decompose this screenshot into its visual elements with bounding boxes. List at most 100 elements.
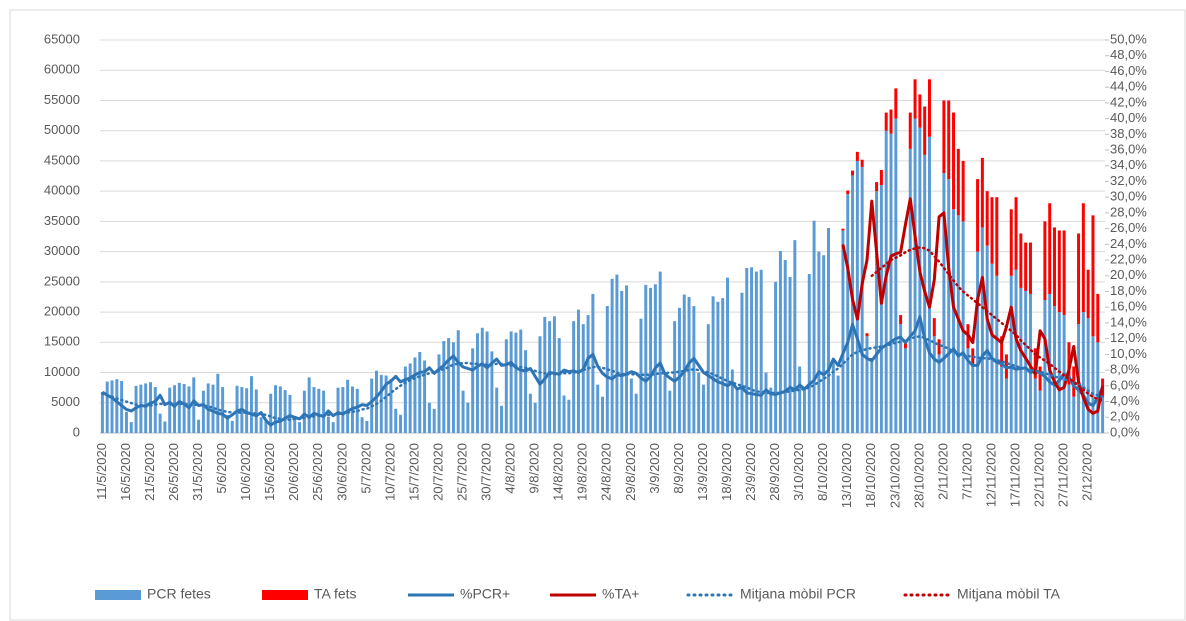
bar bbox=[884, 112, 888, 131]
bar bbox=[399, 414, 403, 433]
x-tick-label: 26/5/2020 bbox=[166, 443, 181, 501]
bar bbox=[509, 331, 513, 433]
bar bbox=[879, 169, 883, 186]
x-tick-label: 8/9/2020 bbox=[671, 443, 686, 494]
x-tick-label: 2/11/2020 bbox=[935, 443, 950, 500]
bar bbox=[490, 351, 494, 433]
y2-tick-label: 42,0% bbox=[1110, 94, 1147, 109]
bar bbox=[182, 384, 186, 433]
bar bbox=[504, 339, 508, 433]
bar bbox=[346, 379, 350, 433]
bar bbox=[1009, 275, 1013, 433]
bar bbox=[471, 348, 475, 433]
x-tick-label: 14/8/2020 bbox=[551, 443, 566, 501]
bar bbox=[899, 315, 903, 325]
bar bbox=[774, 281, 778, 433]
x-tick-label: 11/5/2020 bbox=[94, 443, 109, 500]
bar bbox=[716, 301, 720, 433]
x-tick-label: 31/5/2020 bbox=[190, 443, 205, 501]
y2-tick-label: 28,0% bbox=[1110, 204, 1147, 219]
bar bbox=[283, 390, 287, 433]
bar bbox=[865, 333, 869, 337]
bar bbox=[153, 387, 157, 433]
bar bbox=[177, 382, 181, 433]
x-tick-label: 5/6/2020 bbox=[214, 443, 229, 494]
bar bbox=[860, 159, 864, 167]
bar bbox=[937, 339, 941, 355]
bar bbox=[192, 377, 196, 433]
y2-tick-label: 18,0% bbox=[1110, 283, 1147, 298]
bar bbox=[100, 391, 104, 433]
bar bbox=[581, 324, 585, 433]
bar bbox=[225, 414, 229, 433]
bar bbox=[754, 271, 758, 433]
x-tick-label: 15/6/2020 bbox=[262, 443, 277, 501]
bar bbox=[822, 255, 826, 433]
bar bbox=[802, 388, 806, 433]
bar bbox=[1048, 203, 1052, 294]
bar bbox=[139, 384, 143, 433]
y-tick-label: 35000 bbox=[44, 213, 80, 228]
y-tick-label: 15000 bbox=[44, 334, 80, 349]
bar bbox=[976, 251, 980, 433]
bar bbox=[230, 420, 234, 433]
bar bbox=[947, 100, 951, 180]
bar bbox=[889, 133, 893, 433]
bar bbox=[990, 197, 994, 264]
bar bbox=[918, 94, 922, 128]
bar bbox=[1072, 396, 1076, 433]
bar bbox=[769, 387, 773, 433]
bar bbox=[187, 386, 191, 433]
bar bbox=[596, 384, 600, 433]
bar bbox=[798, 366, 802, 433]
bar bbox=[480, 327, 484, 433]
bar bbox=[961, 160, 965, 222]
x-tick-label: 29/8/2020 bbox=[623, 443, 638, 501]
bar bbox=[1019, 287, 1023, 433]
x-tick-label: 30/6/2020 bbox=[334, 443, 349, 501]
bar bbox=[625, 285, 629, 433]
bar bbox=[629, 378, 633, 433]
x-tick-label: 25/7/2020 bbox=[454, 443, 469, 501]
bar bbox=[1000, 336, 1004, 367]
bar bbox=[168, 387, 172, 433]
bar bbox=[216, 373, 220, 433]
bar bbox=[740, 292, 744, 433]
bar bbox=[586, 315, 590, 433]
bar bbox=[976, 179, 980, 252]
bar bbox=[649, 287, 653, 433]
y-tick-label: 50000 bbox=[44, 122, 80, 137]
bar bbox=[1019, 233, 1023, 288]
x-tick-label: 10/7/2020 bbox=[382, 443, 397, 501]
y-tick-label: 65000 bbox=[44, 31, 80, 46]
y2-tick-label: 44,0% bbox=[1110, 79, 1147, 94]
y2-tick-label: 48,0% bbox=[1110, 47, 1147, 62]
line bbox=[841, 197, 1105, 415]
x-tick-label: 22/11/2020 bbox=[1032, 443, 1047, 507]
bar bbox=[466, 402, 470, 433]
bar bbox=[899, 324, 903, 433]
bar bbox=[312, 387, 316, 433]
x-tick-label: 20/6/2020 bbox=[286, 443, 301, 501]
y2-tick-label: 46,0% bbox=[1110, 63, 1147, 78]
bar bbox=[278, 386, 282, 433]
y2-tick-label: 40,0% bbox=[1110, 110, 1147, 125]
x-tick-label: 27/11/2020 bbox=[1056, 443, 1071, 507]
bar bbox=[875, 191, 879, 433]
bar bbox=[456, 330, 460, 433]
bar bbox=[408, 363, 412, 433]
bar bbox=[197, 419, 201, 433]
y2-tick-label: 36,0% bbox=[1110, 141, 1147, 156]
bar bbox=[918, 127, 922, 434]
bar bbox=[841, 228, 845, 231]
bar bbox=[855, 151, 859, 161]
bar bbox=[952, 112, 956, 210]
bar bbox=[1057, 230, 1061, 313]
bar bbox=[485, 331, 489, 433]
bar bbox=[966, 348, 970, 433]
bar bbox=[889, 109, 893, 134]
bar bbox=[1062, 230, 1066, 316]
x-tick-label: 23/9/2020 bbox=[743, 443, 758, 501]
bar bbox=[432, 408, 436, 433]
legend-label: Mitjana mòbil TA bbox=[957, 586, 1061, 602]
